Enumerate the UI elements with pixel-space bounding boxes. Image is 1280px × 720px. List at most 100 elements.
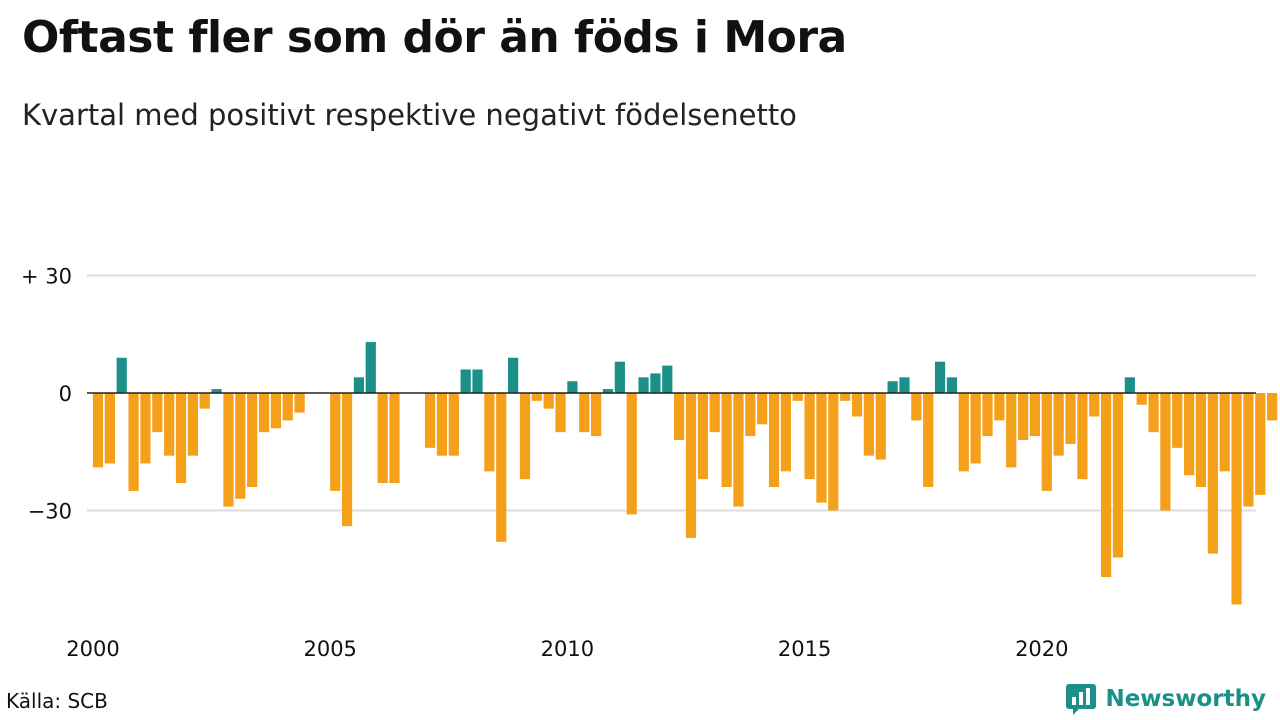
bar-negative: [448, 393, 459, 456]
bar-negative: [543, 393, 554, 409]
chart-title: Oftast fler som dör än föds i Mora: [22, 12, 847, 63]
bar-negative: [768, 393, 780, 487]
bar-negative: [555, 393, 566, 433]
x-tick-label: 2015: [778, 637, 831, 661]
bar-negative: [958, 393, 969, 472]
bar-negative: [424, 393, 436, 448]
bar-negative: [270, 393, 281, 429]
bar-positive: [934, 361, 946, 393]
bar-negative: [875, 393, 886, 460]
bar-negative: [863, 393, 874, 456]
bar-negative: [484, 393, 495, 472]
bar-negative: [911, 393, 922, 421]
bar-negative: [247, 393, 258, 487]
bar-negative: [341, 393, 353, 527]
bar-negative: [757, 393, 768, 425]
bar-positive: [899, 377, 910, 393]
bar-positive: [460, 369, 471, 393]
bar-positive: [650, 373, 661, 393]
bar-negative: [733, 393, 744, 507]
bar-negative: [128, 393, 139, 491]
bar-negative: [1089, 393, 1100, 417]
bar-negative: [923, 393, 934, 487]
bar-negative: [1077, 393, 1088, 480]
bar-negative: [970, 393, 981, 464]
bar-negative: [436, 393, 448, 456]
bar-negative: [994, 393, 1005, 421]
bars: [92, 342, 1278, 605]
chart-subtitle: Kvartal med positivt respektive negativt…: [22, 98, 797, 132]
bar-negative: [92, 393, 104, 468]
bar-negative: [235, 393, 246, 499]
gridlines: [87, 274, 1256, 512]
brand-name: Newsworthy: [1105, 686, 1266, 712]
bar-negative: [1148, 393, 1159, 433]
bar-negative: [804, 393, 815, 480]
bar-negative: [282, 393, 293, 421]
bar-negative: [258, 393, 270, 433]
bar-negative: [685, 393, 697, 538]
bar-positive: [614, 361, 625, 393]
bar-negative: [187, 393, 198, 456]
bar-negative: [792, 393, 803, 401]
bar-negative: [1160, 393, 1171, 511]
bar-negative: [531, 393, 542, 401]
bar-negative: [1184, 393, 1195, 476]
bar-negative: [1195, 393, 1207, 487]
bar-negative: [709, 393, 720, 433]
x-tick-label: 2000: [66, 637, 119, 661]
bar-positive: [211, 389, 222, 393]
x-tick-label: 2020: [1015, 637, 1068, 661]
bar-negative: [294, 393, 305, 413]
bar-negative: [674, 393, 685, 440]
bar-negative: [591, 393, 602, 437]
brand-logo: Newsworthy: [1065, 682, 1266, 716]
bar-negative: [152, 393, 163, 433]
bar-negative: [519, 393, 531, 480]
bar-negative: [1029, 393, 1041, 437]
bar-negative: [1267, 393, 1278, 421]
bar-negative: [1101, 393, 1112, 578]
bar-negative: [721, 393, 732, 487]
bar-negative: [1136, 393, 1147, 405]
x-tick-label: 2010: [541, 637, 594, 661]
axes: + 30 0 −30 2000 2005 2010 2015 2020: [21, 265, 1256, 661]
bar-negative: [330, 393, 341, 491]
bar-negative: [1243, 393, 1254, 507]
bar-negative: [1065, 393, 1076, 444]
bar-negative: [851, 393, 863, 417]
bar-positive: [887, 381, 898, 393]
bar-positive: [946, 377, 958, 393]
bar-negative: [816, 393, 827, 503]
bar-positive: [365, 342, 376, 393]
source-note: Källa: SCB: [6, 689, 108, 713]
bar-negative: [579, 393, 590, 433]
bar-positive: [567, 381, 578, 393]
newsworthy-logo-icon: [1066, 684, 1097, 715]
bar-negative: [377, 393, 388, 484]
bar-negative: [1172, 393, 1183, 448]
bar-negative: [1053, 393, 1064, 456]
bar-negative: [982, 393, 993, 437]
bar-negative: [199, 393, 210, 409]
bar-negative: [389, 393, 400, 484]
bar-negative: [745, 393, 756, 437]
bar-positive: [116, 357, 127, 393]
bar-negative: [1112, 393, 1124, 558]
bar-negative: [1041, 393, 1052, 491]
bar-negative: [1006, 393, 1017, 468]
bar-positive: [662, 365, 673, 393]
y-tick-label: −30: [28, 500, 72, 524]
bar-negative: [1231, 393, 1242, 605]
bar-positive: [472, 369, 483, 393]
bar-positive: [1124, 377, 1135, 393]
bar-negative: [697, 393, 708, 480]
bar-positive: [508, 357, 519, 393]
bar-negative: [140, 393, 151, 464]
y-tick-label: + 30: [21, 265, 72, 289]
bar-positive: [353, 377, 365, 393]
bar-positive: [602, 389, 614, 393]
bar-negative: [840, 393, 851, 401]
bar-negative: [1219, 393, 1230, 472]
bar-negative: [164, 393, 175, 456]
